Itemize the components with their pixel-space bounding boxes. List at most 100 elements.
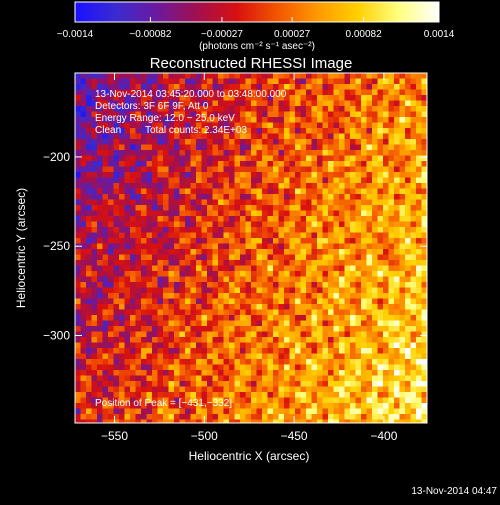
heatmap-cell [295,194,302,201]
heatmap-cell [267,359,274,366]
heatmap-cell [361,293,368,300]
heatmap-cell [157,348,164,355]
heatmap-cell [141,227,148,234]
heatmap-cell [80,111,87,118]
heatmap-cell [300,232,307,239]
heatmap-cell [234,89,241,96]
heatmap-cell [416,150,423,157]
heatmap-cell [201,95,208,102]
heatmap-cell [185,199,192,206]
heatmap-cell [284,397,291,404]
heatmap-cell [245,166,252,173]
heatmap-cell [212,403,219,410]
heatmap-cell [399,161,406,168]
heatmap-cell [410,106,417,113]
heatmap-cell [135,282,142,289]
heatmap-cell [135,348,142,355]
heatmap-cell [130,337,137,344]
heatmap-cell [207,89,214,96]
heatmap-cell [251,249,258,256]
heatmap-cell [251,89,258,96]
heatmap-cell [366,100,373,107]
heatmap-cell [97,161,104,168]
heatmap-cell [399,172,406,179]
heatmap-cell [108,287,115,294]
heatmap-cell [366,260,373,267]
heatmap-cell [146,282,153,289]
heatmap-cell [190,271,197,278]
heatmap-cell [366,375,373,382]
heatmap-cell [383,249,390,256]
heatmap-cell [333,133,340,140]
heatmap-cell [212,348,219,355]
heatmap-cell [306,348,313,355]
heatmap-cell [179,282,186,289]
heatmap-cell [168,139,175,146]
heatmap-cell [421,265,427,272]
heatmap-cell [383,353,390,360]
heatmap-cell [190,227,197,234]
heatmap-cell [322,414,329,421]
heatmap-cell [306,254,313,261]
heatmap-cell [273,265,280,272]
heatmap-cell [212,238,219,245]
heatmap-cell [350,243,357,250]
heatmap-cell [306,122,313,129]
heatmap-cell [267,386,274,393]
heatmap-cell [97,293,104,300]
heatmap-cell [273,282,280,289]
heatmap-cell [284,320,291,327]
heatmap-cell [135,128,142,135]
heatmap-cell [289,139,296,146]
heatmap-cell [229,78,236,85]
heatmap-cell [377,419,384,423]
heatmap-cell [229,243,236,250]
heatmap-cell [229,364,236,371]
heatmap-cell [399,133,406,140]
heatmap-cell [421,221,427,228]
heatmap-cell [300,166,307,173]
heatmap-cell [102,144,109,151]
heatmap-cell [91,375,98,382]
heatmap-cell [284,150,291,157]
colorbar-tick-label: 0.00027 [274,29,311,40]
heatmap-cell [124,139,131,146]
heatmap-cell [317,139,324,146]
heatmap-cell [328,337,335,344]
heatmap-cell [75,315,82,322]
heatmap-cell [113,287,120,294]
heatmap-cell [273,348,280,355]
heatmap-cell [119,359,126,366]
heatmap-cell [113,150,120,157]
heatmap-cell [405,188,412,195]
heatmap-cell [196,260,203,267]
heatmap-cell [207,419,214,423]
heatmap-cell [377,403,384,410]
heatmap-cell [245,309,252,316]
heatmap-cell [201,331,208,338]
heatmap-cell [91,216,98,223]
heatmap-cell [361,408,368,415]
heatmap-cell [273,353,280,360]
heatmap-cell [278,177,285,184]
heatmap-cell [207,133,214,140]
heatmap-cell [394,282,401,289]
heatmap-cell [399,139,406,146]
heatmap-cell [201,408,208,415]
heatmap-cell [394,172,401,179]
heatmap-cell [267,326,274,333]
heatmap-cell [86,414,93,421]
heatmap-cell [311,155,318,162]
heatmap-cell [80,309,87,316]
heatmap-cell [97,95,104,102]
heatmap-cell [234,370,241,377]
heatmap-cell [322,150,329,157]
heatmap-cell [223,408,230,415]
heatmap-cell [157,375,164,382]
heatmap-cell [322,227,329,234]
heatmap-cell [328,260,335,267]
heatmap-cell [328,315,335,322]
heatmap-cell [344,403,351,410]
heatmap-cell [383,364,390,371]
heatmap-cell [113,183,120,190]
